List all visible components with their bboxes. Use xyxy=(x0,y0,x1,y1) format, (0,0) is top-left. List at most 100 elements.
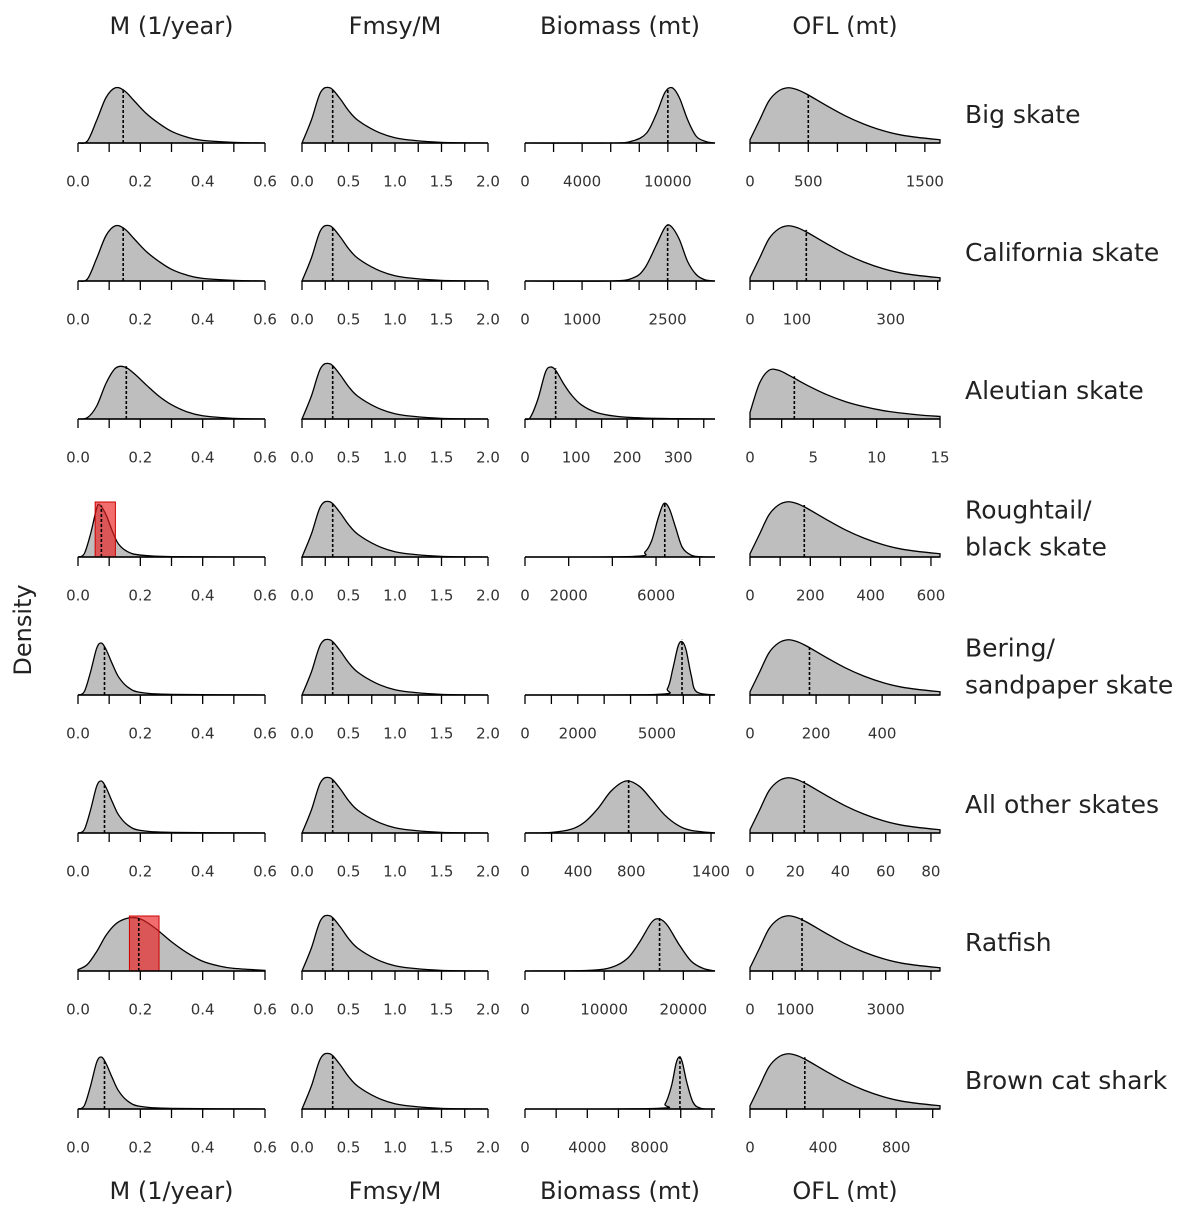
x-tick-label: 0.2 xyxy=(128,1001,152,1019)
x-tick-label: 0 xyxy=(520,863,530,881)
x-tick-label: 0.5 xyxy=(337,863,361,881)
x-tick-label: 0.0 xyxy=(66,173,90,191)
x-tick-label: 1.0 xyxy=(383,449,407,467)
x-tick-label: 0.4 xyxy=(191,1139,215,1157)
density-curve xyxy=(301,1052,489,1110)
row-label: sandpaper skate xyxy=(965,671,1173,700)
x-tick-label: 1.0 xyxy=(383,173,407,191)
row-label: Brown cat shark xyxy=(965,1066,1168,1095)
x-tick-label: 0.4 xyxy=(191,449,215,467)
x-tick-label: 0.0 xyxy=(290,1001,314,1019)
x-tick-label: 4000 xyxy=(563,173,601,191)
x-tick-label: 0.2 xyxy=(128,587,152,605)
highlight-band xyxy=(128,915,160,972)
x-tick-label: 0.0 xyxy=(66,1139,90,1157)
column-title: Fmsy/M xyxy=(349,12,442,40)
x-tick-label: 1.5 xyxy=(430,1139,454,1157)
column-title: OFL (mt) xyxy=(792,12,897,40)
x-tick-label: 400 xyxy=(809,1139,838,1157)
x-tick-label: 0.6 xyxy=(253,863,277,881)
row-label: Roughtail/ xyxy=(965,496,1092,525)
x-tick-label: 1.5 xyxy=(430,311,454,329)
x-tick-label: 0.5 xyxy=(337,449,361,467)
x-tick-label: 10 xyxy=(867,449,886,467)
x-tick-label: 300 xyxy=(876,311,905,329)
x-tick-label: 200 xyxy=(802,725,831,743)
density-curve xyxy=(749,225,941,282)
x-tick-label: 0.0 xyxy=(290,725,314,743)
x-tick-label: 400 xyxy=(564,863,593,881)
density-curve xyxy=(77,916,266,972)
x-tick-label: 1.0 xyxy=(383,863,407,881)
column-title: Biomass (mt) xyxy=(540,12,700,40)
x-tick-label: 0.0 xyxy=(66,725,90,743)
x-tick-label: 0.0 xyxy=(290,587,314,605)
density-curve xyxy=(749,87,941,144)
x-tick-label: 1000 xyxy=(776,1001,814,1019)
x-tick-label: 0 xyxy=(520,449,530,467)
x-tick-label: 0 xyxy=(520,173,530,191)
x-tick-label: 2.0 xyxy=(476,449,500,467)
x-tick-label: 1.5 xyxy=(430,449,454,467)
x-tick-label: 0.0 xyxy=(290,173,314,191)
x-tick-label: 0.0 xyxy=(66,587,90,605)
x-tick-label: 0 xyxy=(520,1001,530,1019)
x-tick-label: 0 xyxy=(745,863,755,881)
column-title: Biomass (mt) xyxy=(540,1177,700,1205)
x-tick-label: 0.5 xyxy=(337,311,361,329)
x-tick-label: 0.6 xyxy=(253,311,277,329)
x-tick-label: 1.0 xyxy=(383,311,407,329)
x-tick-label: 1.0 xyxy=(383,1001,407,1019)
x-tick-label: 1.5 xyxy=(430,587,454,605)
x-tick-label: 0 xyxy=(745,173,755,191)
density-curve xyxy=(301,224,489,282)
density-curve xyxy=(524,918,716,972)
x-tick-label: 0.4 xyxy=(191,725,215,743)
x-tick-label: 0.4 xyxy=(191,311,215,329)
density-curve xyxy=(524,366,716,421)
x-tick-label: 0.5 xyxy=(337,173,361,191)
x-tick-label: 10000 xyxy=(580,1001,628,1019)
x-tick-label: 1.5 xyxy=(430,725,454,743)
density-curve xyxy=(749,915,941,972)
x-tick-label: 0.6 xyxy=(253,587,277,605)
x-tick-label: 0.0 xyxy=(290,1139,314,1157)
column-title: M (1/year) xyxy=(110,12,234,40)
density-curve xyxy=(301,500,489,558)
row-label: Big skate xyxy=(965,100,1080,129)
density-curve xyxy=(524,640,716,696)
x-tick-label: 2.0 xyxy=(476,863,500,881)
density-curve xyxy=(524,502,716,558)
density-curve xyxy=(749,639,941,696)
x-tick-label: 0.6 xyxy=(253,1139,277,1157)
density-curve xyxy=(749,777,941,834)
density-curve xyxy=(77,86,266,144)
x-tick-label: 0.4 xyxy=(191,863,215,881)
x-tick-label: 300 xyxy=(664,449,693,467)
x-tick-label: 0 xyxy=(745,1139,755,1157)
x-tick-label: 1.5 xyxy=(430,173,454,191)
row-label: black skate xyxy=(965,533,1107,562)
row-label: All other skates xyxy=(965,790,1159,819)
x-tick-label: 2000 xyxy=(550,587,588,605)
x-tick-label: 0 xyxy=(745,1001,755,1019)
x-tick-label: 4000 xyxy=(568,1139,606,1157)
x-tick-label: 200 xyxy=(796,587,825,605)
row-label: Bering/ xyxy=(965,634,1055,663)
x-tick-label: 0.6 xyxy=(253,725,277,743)
column-title: OFL (mt) xyxy=(792,1177,897,1205)
x-tick-label: 6000 xyxy=(637,587,675,605)
density-curve xyxy=(301,86,489,144)
density-curve xyxy=(77,224,266,282)
x-tick-label: 0.5 xyxy=(337,587,361,605)
x-tick-label: 60 xyxy=(876,863,895,881)
x-tick-label: 1.5 xyxy=(430,863,454,881)
x-tick-label: 800 xyxy=(617,863,646,881)
x-tick-label: 5 xyxy=(809,449,819,467)
x-tick-label: 0.4 xyxy=(191,173,215,191)
x-tick-label: 0.5 xyxy=(337,725,361,743)
density-curve xyxy=(301,638,489,696)
x-tick-label: 0.0 xyxy=(66,311,90,329)
x-tick-label: 3000 xyxy=(867,1001,905,1019)
